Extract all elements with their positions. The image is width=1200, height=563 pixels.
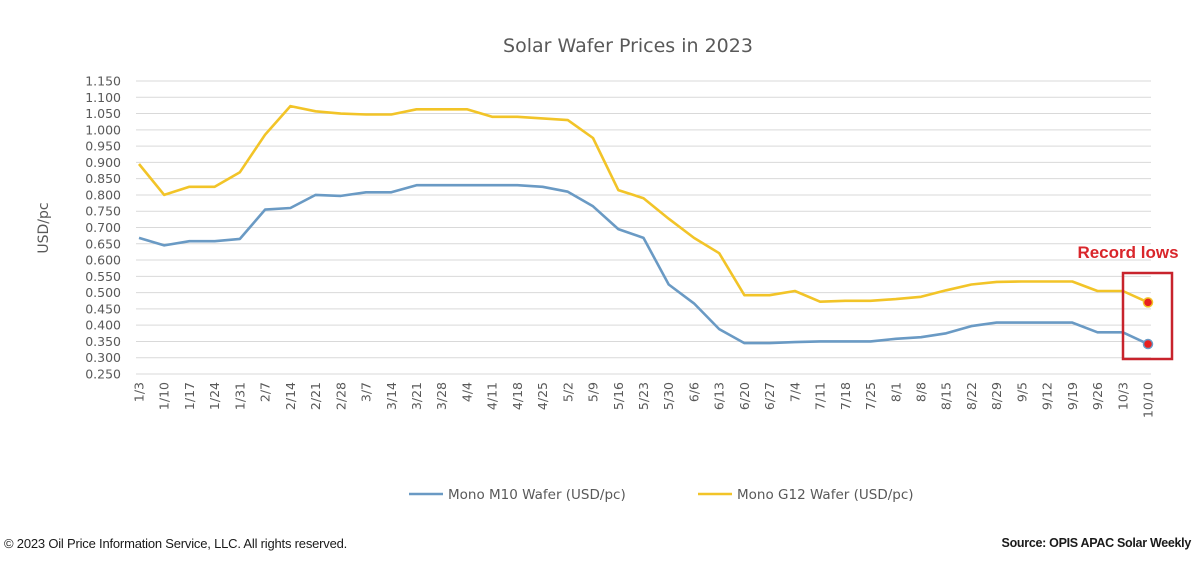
annotation-group: Record lows (1077, 243, 1179, 361)
x-tick-label: 9/5 (1014, 382, 1029, 402)
x-tick-label: 1/10 (157, 382, 172, 410)
y-tick-label: 0.450 (85, 301, 121, 316)
x-tick-label: 6/13 (712, 382, 727, 410)
x-tick-label: 1/31 (232, 382, 247, 410)
x-tick-label: 5/2 (560, 382, 575, 402)
x-axis-ticks: 1/3 1/10 1/17 1/24 1/31 2/7 2/14 2/21 2/28 3/7 3/1… (132, 382, 1156, 418)
x-tick-label: 7/25 (863, 382, 878, 410)
x-tick-label: 2/21 (308, 382, 323, 410)
x-tick-label: 2/7 (258, 382, 273, 402)
y-tick-label: 0.900 (85, 155, 121, 170)
x-tick-label: 3/28 (434, 382, 449, 410)
gridlines (136, 80, 1151, 375)
x-tick-label: 4/4 (459, 382, 474, 402)
record-low-marker-g12 (1142, 297, 1154, 308)
x-tick-label: 5/30 (661, 382, 676, 410)
x-tick-label: 5/16 (611, 382, 626, 410)
x-tick-label: 4/25 (535, 382, 550, 410)
x-tick-label: 2/28 (333, 382, 348, 410)
y-tick-label: 1.000 (85, 122, 121, 137)
x-tick-label: 8/8 (913, 382, 928, 402)
y-tick-label: 0.550 (85, 269, 121, 284)
y-tick-label: 1.050 (85, 106, 121, 121)
x-tick-label: 9/26 (1090, 382, 1105, 410)
x-tick-label: 3/21 (409, 382, 424, 410)
y-tick-label: 0.600 (85, 253, 121, 268)
x-tick-label: 3/14 (384, 382, 399, 410)
x-tick-label: 7/18 (838, 382, 853, 410)
x-tick-label: 7/11 (813, 382, 828, 410)
x-tick-label: 1/3 (132, 382, 147, 402)
legend-label-m10[interactable]: Mono M10 Wafer (USD/pc) (448, 487, 626, 503)
x-tick-label: 6/27 (762, 382, 777, 410)
y-tick-label: 0.850 (85, 171, 121, 186)
x-tick-label: 10/10 (1141, 382, 1156, 418)
x-tick-label: 7/4 (787, 382, 802, 402)
series-line-m10 (138, 183, 1149, 346)
legend: Mono M10 Wafer (USD/pc) Mono G12 Wafer (… (409, 487, 914, 503)
x-tick-label: 6/6 (686, 382, 701, 402)
source-note: Source: OPIS APAC Solar Weekly (1001, 536, 1192, 550)
y-tick-label: 0.650 (85, 236, 121, 251)
x-tick-label: 2/14 (283, 382, 298, 410)
x-tick-label: 3/7 (359, 382, 374, 402)
x-tick-label: 9/19 (1065, 382, 1080, 410)
y-tick-label: 0.400 (85, 318, 121, 333)
y-tick-label: 0.750 (85, 204, 121, 219)
x-tick-label: 9/12 (1040, 382, 1055, 410)
x-tick-label: 8/15 (939, 382, 954, 410)
y-tick-label: 0.700 (85, 220, 121, 235)
y-tick-label: 0.350 (85, 334, 121, 349)
y-tick-label: 0.950 (85, 139, 121, 154)
record-lows-label: Record lows (1077, 243, 1178, 262)
y-tick-label: 1.150 (85, 74, 121, 89)
chart-title: Solar Wafer Prices in 2023 (503, 35, 753, 57)
x-tick-label: 4/18 (510, 382, 525, 410)
y-tick-label: 1.100 (85, 90, 121, 105)
series-line-g12 (137, 104, 1149, 304)
x-tick-label: 6/20 (737, 382, 752, 410)
x-tick-label: 1/17 (182, 382, 197, 410)
legend-label-g12[interactable]: Mono G12 Wafer (USD/pc) (737, 487, 914, 503)
x-tick-label: 5/23 (636, 382, 651, 410)
y-tick-label: 0.800 (85, 187, 121, 202)
copyright-notice: © 2023 Oil Price Information Service, LL… (4, 536, 348, 551)
record-low-marker-m10 (1142, 338, 1154, 350)
record-lows-box (1121, 271, 1174, 361)
y-tick-label: 0.500 (85, 285, 121, 300)
x-tick-label: 10/3 (1115, 382, 1130, 410)
y-axis-label: USD/pc (36, 202, 52, 253)
y-tick-label: 0.300 (85, 350, 121, 365)
x-tick-label: 4/11 (485, 382, 500, 410)
series-lines (137, 104, 1154, 350)
x-tick-label: 1/24 (207, 382, 222, 410)
x-tick-label: 5/9 (586, 382, 601, 402)
x-tick-label: 8/22 (964, 382, 979, 410)
x-tick-label: 8/29 (989, 382, 1004, 410)
y-tick-label: 0.250 (85, 367, 121, 382)
x-tick-label: 8/1 (888, 382, 903, 402)
